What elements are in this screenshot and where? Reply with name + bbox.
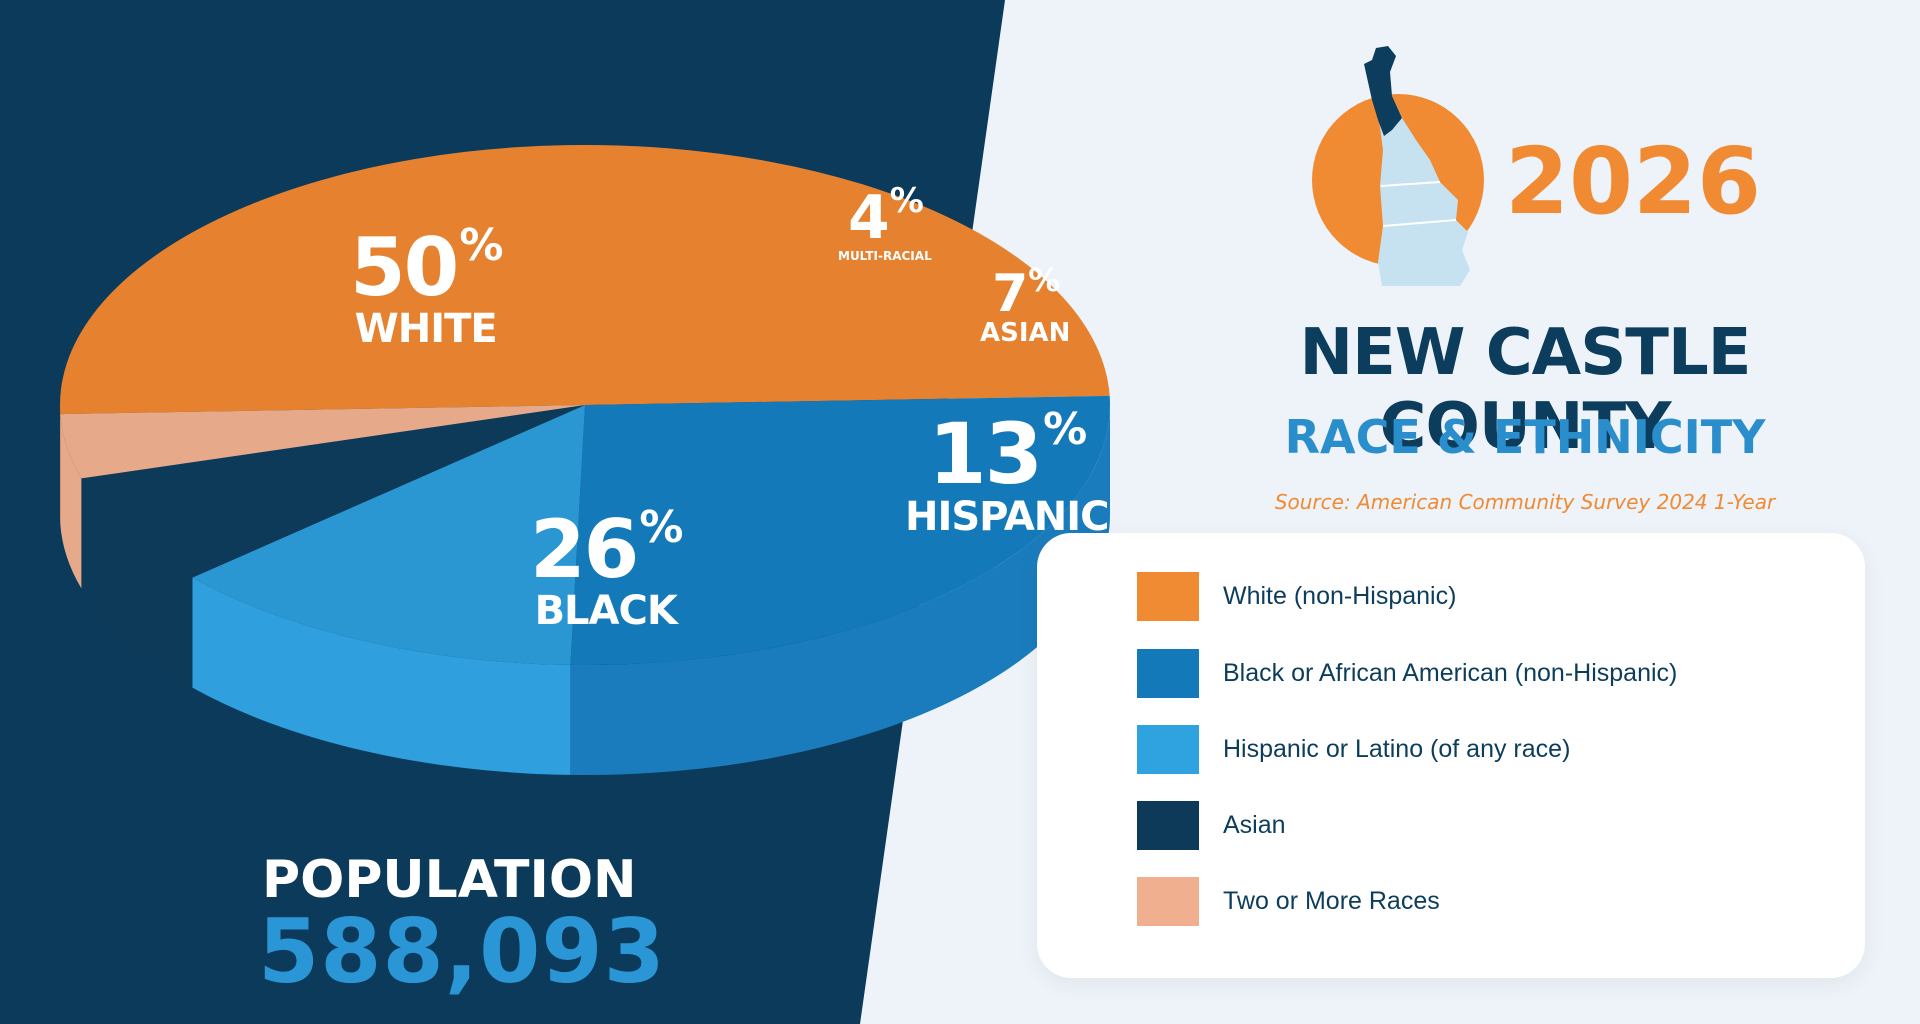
slice-name-black: BLACK (534, 588, 678, 634)
legend-swatch (1137, 571, 1199, 621)
legend-label: Two or More Races (1223, 886, 1440, 915)
slice-pct-hispanic: 13% (928, 404, 1087, 503)
slice-label-multi: 4% MULTI-RACIAL (838, 181, 932, 263)
slice-name-hispanic: HISPANIC (905, 494, 1109, 540)
pie-slice-white (60, 144, 1110, 415)
delaware-map-icon (1312, 46, 1484, 286)
slice-pct-asian: 7% (992, 261, 1060, 324)
legend-item: Hispanic or Latino (of any race) (1137, 724, 1570, 774)
pie-side-multi (60, 414, 82, 589)
slice-label-black: 26% BLACK (530, 502, 683, 634)
year-heading: 2026 (1505, 128, 1762, 235)
population-value: 588,093 (258, 900, 666, 1003)
slice-name-multi: MULTI-RACIAL (838, 249, 932, 263)
legend-item: Black or African American (non-Hispanic) (1137, 648, 1677, 698)
legend-label: Hispanic or Latino (of any race) (1223, 734, 1571, 763)
slice-label-hispanic: 13% HISPANIC (905, 404, 1109, 540)
legend-swatch (1137, 800, 1199, 850)
slice-label-white: 50% WHITE (350, 220, 503, 352)
pie-slice-asian (81, 405, 585, 578)
slice-label-asian: 7% ASIAN (980, 261, 1071, 348)
pie-slice-multi (60, 405, 585, 479)
legend-swatch (1137, 876, 1199, 926)
legend-label: White (non-Hispanic) (1223, 581, 1457, 610)
legend-card: White (non-Hispanic) Black or African Ame… (1037, 533, 1865, 978)
legend-swatch (1137, 724, 1199, 774)
pie-slice-hispanic (192, 405, 585, 665)
population-label: POPULATION (262, 850, 637, 910)
legend-item: White (non-Hispanic) (1137, 571, 1456, 621)
pie-chart (60, 144, 1110, 775)
source-note: Source: American Community Survey 2024 1… (1274, 490, 1776, 514)
pie-side-hispanic (192, 577, 571, 775)
slice-pct-black: 26% (530, 502, 683, 596)
legend-item: Asian (1137, 800, 1286, 850)
chart-subtitle: RACE & ETHNICITY (1284, 410, 1766, 464)
legend-label: Black or African American (non-Hispanic) (1223, 658, 1678, 687)
legend-label: Asian (1223, 810, 1286, 839)
slice-name-white: WHITE (354, 306, 498, 352)
pie-side-asian (81, 478, 193, 688)
legend-swatch (1137, 648, 1199, 698)
pie-side-black (570, 405, 1110, 775)
legend-item: Two or More Races (1137, 876, 1440, 926)
slice-name-asian: ASIAN (980, 318, 1071, 348)
pie-slice-black (570, 395, 1110, 665)
slice-pct-multi: 4% (847, 181, 924, 253)
county-title: NEW CASTLE COUNTY (1299, 316, 1752, 464)
slice-pct-white: 50% (350, 220, 503, 314)
